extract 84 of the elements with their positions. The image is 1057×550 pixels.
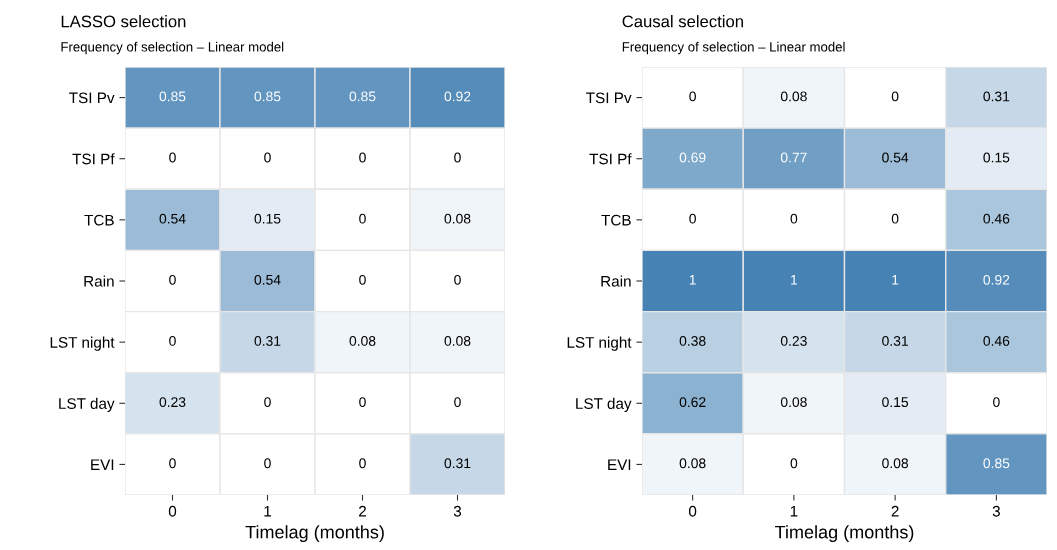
x-tick-label: 1 [264,505,271,517]
data-label: 0 [790,213,798,224]
data-label: 0.23 [159,397,186,408]
x-tick-label: 2 [359,505,366,517]
y-tick-label: TSI Pv [69,92,115,104]
x-tick-label: 0 [688,505,697,517]
data-label: 0.54 [254,274,281,285]
chart-title: Causal selection [622,15,743,28]
y-tick-label: TSI Pv [586,92,632,104]
y-tick-label: EVI [608,459,631,470]
data-label: 0.85 [983,458,1010,469]
data-label: 0.31 [882,336,908,346]
data-label: 0.08 [444,213,471,224]
data-label: 0.08 [349,336,376,346]
data-label: 0 [169,336,176,346]
data-label: 0.69 [679,152,706,163]
data-label: 0 [689,91,696,102]
data-label: 0.85 [254,91,281,102]
data-label: 0 [264,397,271,408]
data-label: 0 [790,458,798,469]
data-label: 0.23 [780,336,807,346]
x-tick-label: 1 [790,505,798,517]
data-label: 0.85 [159,91,186,102]
data-label: 0 [359,274,366,285]
x-tick-label: 3 [453,505,462,517]
y-tick-label: Rain [84,275,114,287]
data-label: 0.92 [444,91,471,102]
data-label: 0 [454,274,461,285]
x-tick-label: 0 [168,505,177,517]
data-label: 0 [359,458,366,469]
data-label: 0.46 [983,336,1010,346]
data-label: 0 [169,274,176,285]
data-label: 0.31 [983,91,1010,102]
data-label: 0 [689,213,696,224]
y-tick-label: LST night [50,336,115,351]
data-label: 0.15 [882,397,909,408]
x-tick-label: 2 [891,505,899,517]
data-label: 0.08 [444,336,471,346]
y-tick-label: Rain [601,275,631,287]
x-axis-title: Timelag (months) [245,525,384,543]
data-label: 0 [993,397,1000,408]
y-tick-label: LST day [59,397,115,412]
data-label: 0 [169,152,176,163]
data-label: 0 [359,213,366,224]
data-label: 1 [791,275,798,285]
data-label: 0.15 [254,213,281,224]
data-label: 1 [892,275,899,285]
data-label: 0.08 [780,397,807,408]
data-label: 0 [454,152,461,163]
x-axis-title: Timelag (months) [775,525,914,543]
data-label: 0.92 [983,274,1010,285]
y-tick-label: EVI [91,459,114,470]
data-label: 0.54 [882,152,909,163]
y-tick-label: TSI Pf [72,153,115,165]
data-label: 0.31 [444,458,471,469]
y-tick-label: TCB [84,214,114,226]
data-label: 0.08 [679,458,706,469]
data-label: 1 [689,275,696,285]
data-label: 0 [264,458,271,469]
data-label: 0.85 [349,91,376,102]
data-label: 0 [264,152,271,163]
y-tick-label: LST night [567,336,632,351]
data-label: 0 [454,397,461,408]
chart-title: LASSO selection [61,15,186,28]
data-label: 0 [169,458,176,469]
data-label: 0.54 [159,213,186,224]
data-label: 0.08 [780,91,807,102]
data-label: 0 [359,397,366,408]
data-label: 0.38 [679,336,706,346]
y-tick-label: TSI Pf [589,153,632,165]
data-label: 0.46 [983,213,1010,224]
data-label: 0.31 [254,336,281,346]
y-tick-label: LST day [576,397,632,412]
y-tick-label: TCB [601,214,631,226]
x-tick-label: 3 [992,505,1000,517]
chart-subtitle: Frequency of selection – Linear model [622,41,845,55]
chart-subtitle: Frequency of selection – Linear model [61,41,284,55]
data-label: 0 [891,91,899,102]
data-label: 0.08 [882,458,909,469]
data-label: 0.15 [983,152,1010,163]
data-label: 0.77 [780,152,807,163]
data-label: 0 [891,213,899,224]
data-label: 0.62 [679,397,706,408]
data-label: 0 [359,152,366,163]
